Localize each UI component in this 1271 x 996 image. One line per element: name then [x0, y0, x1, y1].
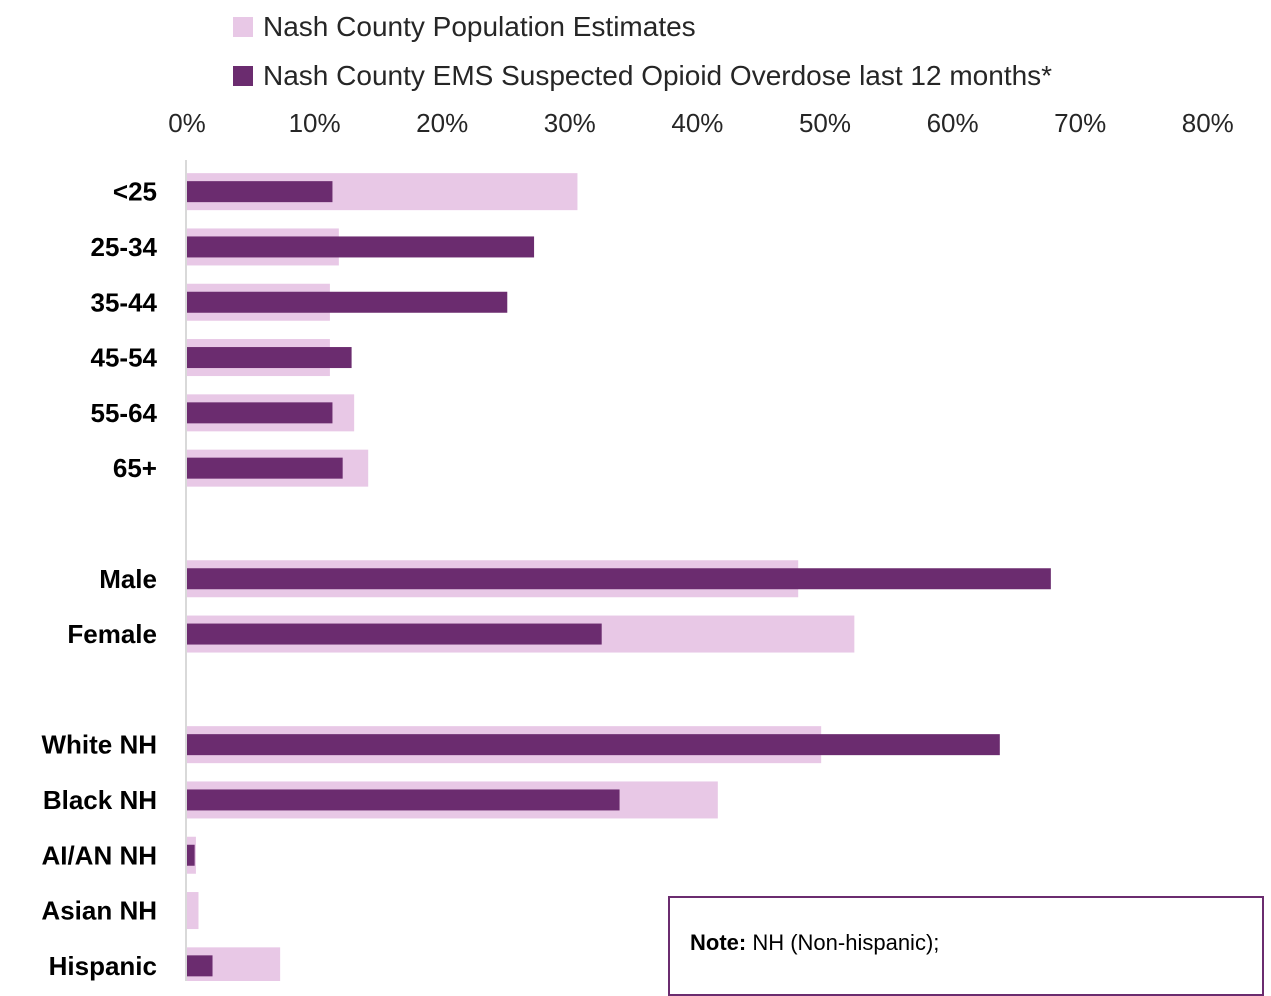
ems-bar [187, 789, 620, 811]
legend-label-population: Nash County Population Estimates [263, 11, 696, 42]
category-label: Black NH [43, 785, 157, 815]
category-label: Female [67, 619, 157, 649]
x-tick-label: 40% [671, 108, 723, 138]
category-label: Hispanic [49, 951, 157, 981]
category-label: Male [99, 564, 157, 594]
category-label: 35-44 [91, 287, 158, 317]
x-tick-label: 10% [289, 108, 341, 138]
ems-bar [187, 844, 195, 866]
legend-label-ems: Nash County EMS Suspected Opioid Overdos… [263, 60, 1053, 91]
legend-swatch-ems [233, 66, 253, 86]
note-text: Note: NH (Non-hispanic); [690, 930, 1242, 956]
legend-item-population: Nash County Population Estimates [233, 11, 696, 43]
category-label: 45-54 [91, 343, 158, 373]
ems-bar [187, 734, 1000, 756]
ems-bar [187, 955, 213, 977]
note-box: Note: NH (Non-hispanic); [668, 896, 1264, 996]
x-tick-label: 0% [168, 108, 206, 138]
ems-bar [187, 236, 535, 258]
legend-item-ems: Nash County EMS Suspected Opioid Overdos… [233, 60, 1052, 92]
note-label: Note: [690, 930, 747, 955]
x-tick-label: 30% [544, 108, 596, 138]
ems-bar [187, 181, 333, 203]
ems-bar [187, 457, 343, 479]
x-tick-label: 50% [799, 108, 851, 138]
category-label: 65+ [113, 453, 157, 483]
note-body: NH (Non-hispanic); [746, 930, 940, 955]
x-tick-label: 70% [1054, 108, 1106, 138]
category-label: White NH [41, 730, 157, 760]
ems-bar [187, 347, 352, 369]
ems-bar [187, 291, 508, 313]
ems-bar [187, 623, 602, 645]
category-label: 25-34 [91, 232, 158, 262]
x-tick-label: 20% [416, 108, 468, 138]
x-tick-label: 80% [1182, 108, 1234, 138]
legend-swatch-population [233, 17, 253, 37]
category-label: Asian NH [41, 896, 157, 926]
ems-bar [187, 568, 1051, 590]
category-label: <25 [113, 177, 157, 207]
population-bar [187, 892, 199, 930]
ems-bar [187, 402, 333, 424]
x-tick-label: 60% [927, 108, 979, 138]
category-label: AI/AN NH [41, 840, 157, 870]
category-label: 55-64 [91, 398, 158, 428]
